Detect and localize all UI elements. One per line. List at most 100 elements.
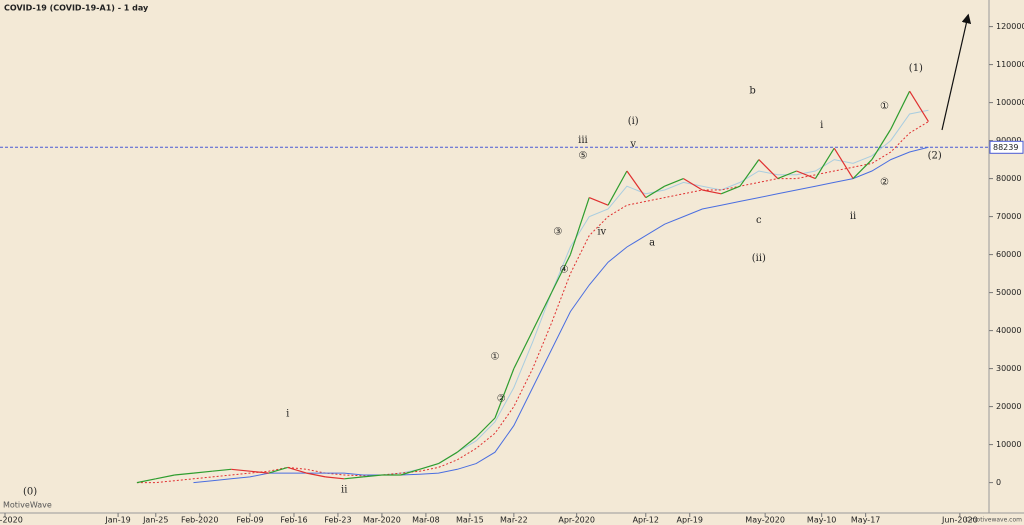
x-tick-label: Jan-25 (142, 516, 168, 525)
close-segment (739, 159, 760, 187)
x-tick-label: Feb-09 (236, 516, 263, 525)
close-segment (589, 197, 609, 206)
close-segment (852, 159, 873, 180)
close-segment (532, 292, 553, 331)
close-segment (607, 170, 628, 206)
x-tick-label: Mar-08 (412, 516, 440, 525)
close-segment (231, 468, 251, 472)
wave-label: a (649, 238, 655, 249)
y-tick-label: 10000 (996, 440, 1021, 449)
wave-label: ③ (553, 226, 562, 237)
close-segment (909, 90, 929, 122)
x-tick-label: Feb-16 (280, 516, 307, 525)
close-segment (720, 185, 741, 195)
x-tick-label: May-17 (851, 516, 880, 525)
x-tick-label: Apr-2020 (558, 516, 595, 525)
wave-label: v (629, 139, 636, 150)
close-segment (796, 170, 816, 180)
close-segment (193, 470, 213, 474)
y-tick-label: 60000 (996, 250, 1021, 259)
x-tick-label: Jan-19 (104, 516, 130, 525)
x-tick-label: Apr-12 (633, 516, 659, 525)
close-segment (702, 189, 722, 195)
close-segment (890, 90, 911, 130)
ma-line (193, 146, 929, 484)
y-tick-label: 40000 (996, 326, 1021, 335)
y-tick-label: 20000 (996, 402, 1021, 411)
y-tick-label: 50000 (996, 288, 1021, 297)
close-segment (306, 472, 326, 478)
watermark: MotiveWave (3, 501, 52, 510)
close-segment (758, 159, 779, 180)
close-segment (645, 185, 665, 199)
close-segment (683, 178, 703, 191)
y-tick-label: 120000 (996, 22, 1024, 31)
wave-label: ② (880, 177, 889, 188)
wave-label: c (756, 215, 762, 226)
wave-label: (0) (23, 487, 37, 498)
wave-label: (ii) (752, 253, 766, 264)
close-segment (136, 478, 156, 484)
x-tick-label: Jun-2020 (941, 516, 978, 525)
close-segment (664, 178, 684, 187)
chart-title: COVID-19 (COVID-19-A1) - 1 day (4, 4, 149, 13)
close-segment (155, 474, 175, 480)
close-segment (438, 451, 458, 465)
close-segment (174, 472, 194, 476)
wave-label: i (286, 409, 289, 420)
x-tick-label: Mar-2020 (363, 516, 401, 525)
projection-arrow (941, 13, 972, 131)
wave-label: iii (578, 135, 588, 146)
y-tick-label: 90000 (996, 136, 1021, 145)
y-tick-label: 70000 (996, 212, 1021, 221)
wave-label: (2) (928, 150, 942, 161)
close-segment (777, 170, 797, 180)
y-tick-label: 110000 (996, 60, 1024, 69)
close-segment (551, 254, 571, 293)
close-segment (325, 476, 345, 480)
close-segment (419, 463, 439, 470)
x-tick-label: Mar-15 (456, 516, 484, 525)
wave-label: ① (491, 352, 500, 363)
close-segment (833, 147, 854, 179)
price-label: 88239 (993, 143, 1018, 152)
close-segment (475, 417, 496, 438)
wave-label: ⑤ (578, 150, 587, 161)
wave-label: ① (880, 101, 889, 112)
close-segment (626, 170, 647, 198)
close-segment (363, 474, 382, 478)
y-tick-label: 80000 (996, 174, 1021, 183)
y-tick-label: 100000 (996, 98, 1024, 107)
close-segment (249, 470, 269, 474)
x-tick-label: Jan-2020 (0, 516, 23, 525)
close-segment (268, 466, 288, 474)
wave-label: ii (850, 211, 856, 222)
x-tick-label: Feb-23 (324, 516, 351, 525)
ma-line (136, 121, 929, 484)
close-segment (569, 197, 590, 255)
x-tick-label: May-2020 (745, 516, 785, 525)
wave-label: i (820, 120, 823, 131)
wave-label: (1) (909, 63, 923, 74)
x-tick-label: Feb-2020 (181, 516, 218, 525)
close-segment (212, 468, 232, 472)
close-segment (494, 368, 515, 419)
wave-label: iv (597, 226, 606, 237)
wave-label: (i) (628, 116, 639, 127)
wave-label: b (749, 86, 755, 97)
wave-label: ii (341, 485, 347, 496)
wave-label: ② (497, 394, 506, 405)
close-segment (513, 330, 534, 369)
x-tick-label: May-10 (807, 516, 836, 525)
credit: ©motivewave.com (965, 517, 1022, 524)
wave-label: ④ (560, 264, 569, 275)
x-tick-label: Apr-19 (677, 516, 703, 525)
close-segment (871, 128, 892, 160)
x-tick-label: Mar-22 (500, 516, 528, 525)
close-segment (456, 436, 477, 453)
price-marker (989, 140, 1024, 154)
y-tick-label: 30000 (996, 364, 1021, 373)
close-segment (400, 468, 420, 476)
